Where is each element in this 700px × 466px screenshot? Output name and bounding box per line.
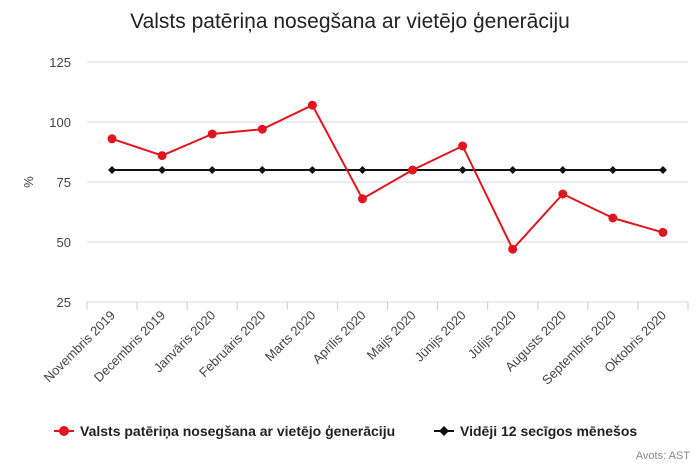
data-point[interactable]: [258, 166, 267, 174]
data-point[interactable]: [458, 141, 468, 151]
series-layer: [107, 100, 668, 254]
data-point[interactable]: [508, 166, 517, 174]
data-point[interactable]: [508, 244, 518, 254]
data-point[interactable]: [608, 166, 617, 174]
series-2: [108, 166, 667, 174]
y-tick-label: 75: [57, 175, 71, 190]
y-tick-label: 25: [57, 295, 71, 310]
data-point[interactable]: [658, 227, 668, 237]
chart-title: Valsts patēriņa nosegšana ar vietējo ģen…: [130, 10, 570, 33]
data-point[interactable]: [207, 129, 217, 139]
legend-marker-series-2: [439, 426, 449, 436]
data-point[interactable]: [108, 166, 117, 174]
legend-label-series-2: Vidēji 12 secīgos mēnešos: [460, 423, 637, 439]
series-1: [107, 100, 668, 254]
data-point[interactable]: [307, 100, 317, 110]
data-point[interactable]: [458, 166, 467, 174]
data-point[interactable]: [107, 134, 117, 144]
legend-item-series-2[interactable]: Vidēji 12 secīgos mēnešos: [434, 423, 637, 439]
legend-item-series-1[interactable]: Valsts patēriņa nosegšana ar vietējo ģen…: [54, 423, 395, 439]
y-tick-labels: 25 50 75 100 125: [49, 55, 71, 310]
x-tick-label: Jūnijs 2020: [412, 308, 469, 365]
y-axis-label: %: [21, 176, 36, 188]
y-tick-label: 125: [49, 55, 71, 70]
data-point[interactable]: [558, 166, 567, 174]
data-point[interactable]: [608, 213, 618, 223]
data-point[interactable]: [558, 189, 568, 199]
data-point[interactable]: [157, 151, 167, 161]
data-point[interactable]: [357, 194, 367, 204]
grid-lines: [86, 61, 689, 310]
legend: Valsts patēriņa nosegšana ar vietējo ģen…: [54, 423, 637, 439]
x-tick-label: Jūlijs 2020: [465, 308, 519, 362]
data-point[interactable]: [208, 166, 217, 174]
data-point[interactable]: [308, 166, 317, 174]
credit-text: Avots: AST: [636, 450, 690, 462]
series-line-1: [111, 104, 664, 251]
legend-marker-series-1: [59, 426, 69, 436]
data-point[interactable]: [658, 166, 667, 174]
data-point[interactable]: [408, 165, 418, 175]
data-point[interactable]: [158, 166, 167, 174]
x-tick-label: Maijs 2020: [364, 308, 419, 363]
data-point[interactable]: [257, 124, 267, 134]
data-point[interactable]: [358, 166, 367, 174]
y-tick-label: 100: [49, 115, 71, 130]
x-tick-label: Aprīlis 2020: [309, 308, 368, 367]
y-tick-label: 50: [57, 235, 71, 250]
legend-label-series-1: Valsts patēriņa nosegšana ar vietējo ģen…: [80, 423, 395, 439]
